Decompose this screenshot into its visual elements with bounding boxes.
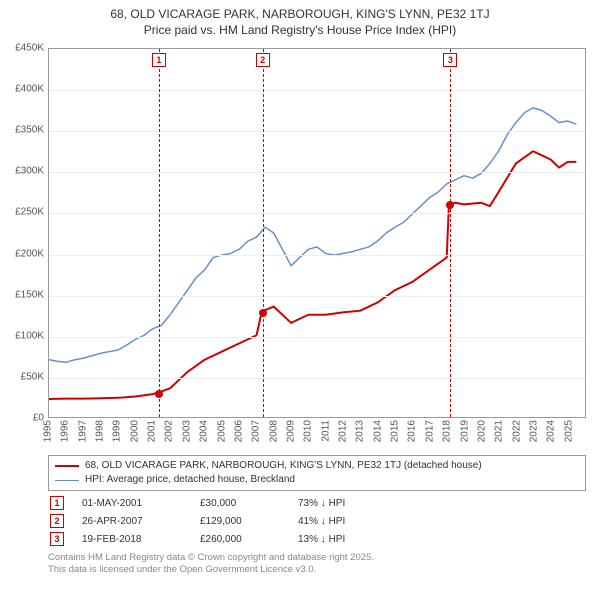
x-tick-label: 1996 — [60, 420, 71, 442]
attribution-footer: Contains HM Land Registry data © Crown c… — [48, 552, 586, 577]
event-price: £260,000 — [200, 534, 280, 545]
gridline — [49, 213, 585, 214]
y-tick-label: £350K — [4, 125, 44, 136]
event-row: 2 26-APR-2007 £129,000 41% ↓ HPI — [48, 512, 586, 530]
footer-line-1: Contains HM Land Registry data © Crown c… — [48, 552, 586, 564]
event-date: 19-FEB-2018 — [82, 534, 182, 545]
marker-line-2 — [263, 49, 264, 417]
x-tick-label: 2003 — [181, 420, 192, 442]
x-tick-label: 2011 — [320, 420, 331, 442]
marker-line-1 — [159, 49, 160, 417]
x-tick-label: 2014 — [372, 420, 383, 442]
x-tick-label: 2016 — [407, 420, 418, 442]
y-tick-label: £450K — [4, 43, 44, 54]
legend: 68, OLD VICARAGE PARK, NARBOROUGH, KING'… — [48, 455, 586, 491]
x-tick-label: 2025 — [563, 420, 574, 442]
x-tick-label: 2020 — [476, 420, 487, 442]
legend-swatch-property — [55, 465, 79, 467]
x-tick-label: 2009 — [285, 420, 296, 442]
marker-dot-2 — [259, 309, 267, 317]
marker-badge-3: 3 — [443, 53, 457, 67]
x-tick-label: 2015 — [390, 420, 401, 442]
legend-item-hpi: HPI: Average price, detached house, Brec… — [55, 473, 579, 487]
x-tick-label: 2001 — [147, 420, 158, 442]
marker-line-3 — [450, 49, 451, 417]
x-tick-label: 2021 — [494, 420, 505, 442]
y-tick-label: £0 — [4, 413, 44, 424]
x-tick-label: 2002 — [164, 420, 175, 442]
x-tick-label: 2000 — [129, 420, 140, 442]
x-tick-label: 2010 — [303, 420, 314, 442]
event-date: 26-APR-2007 — [82, 516, 182, 527]
series-property — [49, 151, 576, 399]
gridline — [49, 172, 585, 173]
gridline — [49, 378, 585, 379]
event-vs-hpi: 13% ↓ HPI — [298, 534, 388, 545]
gridline — [49, 337, 585, 338]
title-line-1: 68, OLD VICARAGE PARK, NARBOROUGH, KING'… — [0, 6, 600, 22]
y-tick-label: £250K — [4, 207, 44, 218]
event-price: £129,000 — [200, 516, 280, 527]
legend-label-property: 68, OLD VICARAGE PARK, NARBOROUGH, KING'… — [85, 459, 482, 473]
x-tick-label: 2024 — [546, 420, 557, 442]
x-tick-label: 2013 — [355, 420, 366, 442]
x-tick-label: 2008 — [268, 420, 279, 442]
line-series-svg — [49, 49, 585, 417]
gridline — [49, 255, 585, 256]
y-tick-label: £100K — [4, 330, 44, 341]
y-tick-label: £300K — [4, 166, 44, 177]
marker-dot-1 — [155, 390, 163, 398]
series-hpi — [49, 108, 576, 362]
x-tick-label: 2005 — [216, 420, 227, 442]
x-tick-label: 2012 — [338, 420, 349, 442]
event-price: £30,000 — [200, 498, 280, 509]
footer-line-2: This data is licensed under the Open Gov… — [48, 564, 586, 576]
plot-area: 1 2 3 — [48, 48, 586, 418]
x-tick-label: 2022 — [511, 420, 522, 442]
x-tick-label: 2019 — [459, 420, 470, 442]
events-table: 1 01-MAY-2001 £30,000 73% ↓ HPI 2 26-APR-2007… — [48, 494, 586, 548]
x-tick-label: 2023 — [528, 420, 539, 442]
x-tick-label: 2017 — [424, 420, 435, 442]
marker-badge-1: 1 — [152, 53, 166, 67]
event-badge: 2 — [50, 514, 64, 528]
event-row: 1 01-MAY-2001 £30,000 73% ↓ HPI — [48, 494, 586, 512]
event-badge: 1 — [50, 496, 64, 510]
x-tick-label: 2018 — [442, 420, 453, 442]
y-tick-label: £50K — [4, 371, 44, 382]
gridline — [49, 296, 585, 297]
x-tick-label: 2004 — [199, 420, 210, 442]
y-tick-label: £150K — [4, 289, 44, 300]
legend-item-property: 68, OLD VICARAGE PARK, NARBOROUGH, KING'… — [55, 459, 579, 473]
event-badge: 3 — [50, 532, 64, 546]
gridline — [49, 90, 585, 91]
chart-container: { "title": { "line1": "68, OLD VICARAGE … — [0, 0, 600, 590]
legend-swatch-hpi — [55, 480, 79, 481]
legend-label-hpi: HPI: Average price, detached house, Brec… — [85, 473, 295, 487]
x-tick-label: 1995 — [43, 420, 54, 442]
gridline — [49, 131, 585, 132]
title-line-2: Price paid vs. HM Land Registry's House … — [0, 22, 600, 38]
x-tick-label: 2007 — [251, 420, 262, 442]
event-vs-hpi: 41% ↓ HPI — [298, 516, 388, 527]
event-row: 3 19-FEB-2018 £260,000 13% ↓ HPI — [48, 530, 586, 548]
event-date: 01-MAY-2001 — [82, 498, 182, 509]
y-tick-label: £400K — [4, 84, 44, 95]
chart-title: 68, OLD VICARAGE PARK, NARBOROUGH, KING'… — [0, 0, 600, 38]
x-tick-label: 1999 — [112, 420, 123, 442]
event-vs-hpi: 73% ↓ HPI — [298, 498, 388, 509]
marker-dot-3 — [446, 201, 454, 209]
marker-badge-2: 2 — [256, 53, 270, 67]
x-tick-label: 1997 — [77, 420, 88, 442]
y-tick-label: £200K — [4, 248, 44, 259]
x-tick-label: 1998 — [95, 420, 106, 442]
x-tick-label: 2006 — [233, 420, 244, 442]
